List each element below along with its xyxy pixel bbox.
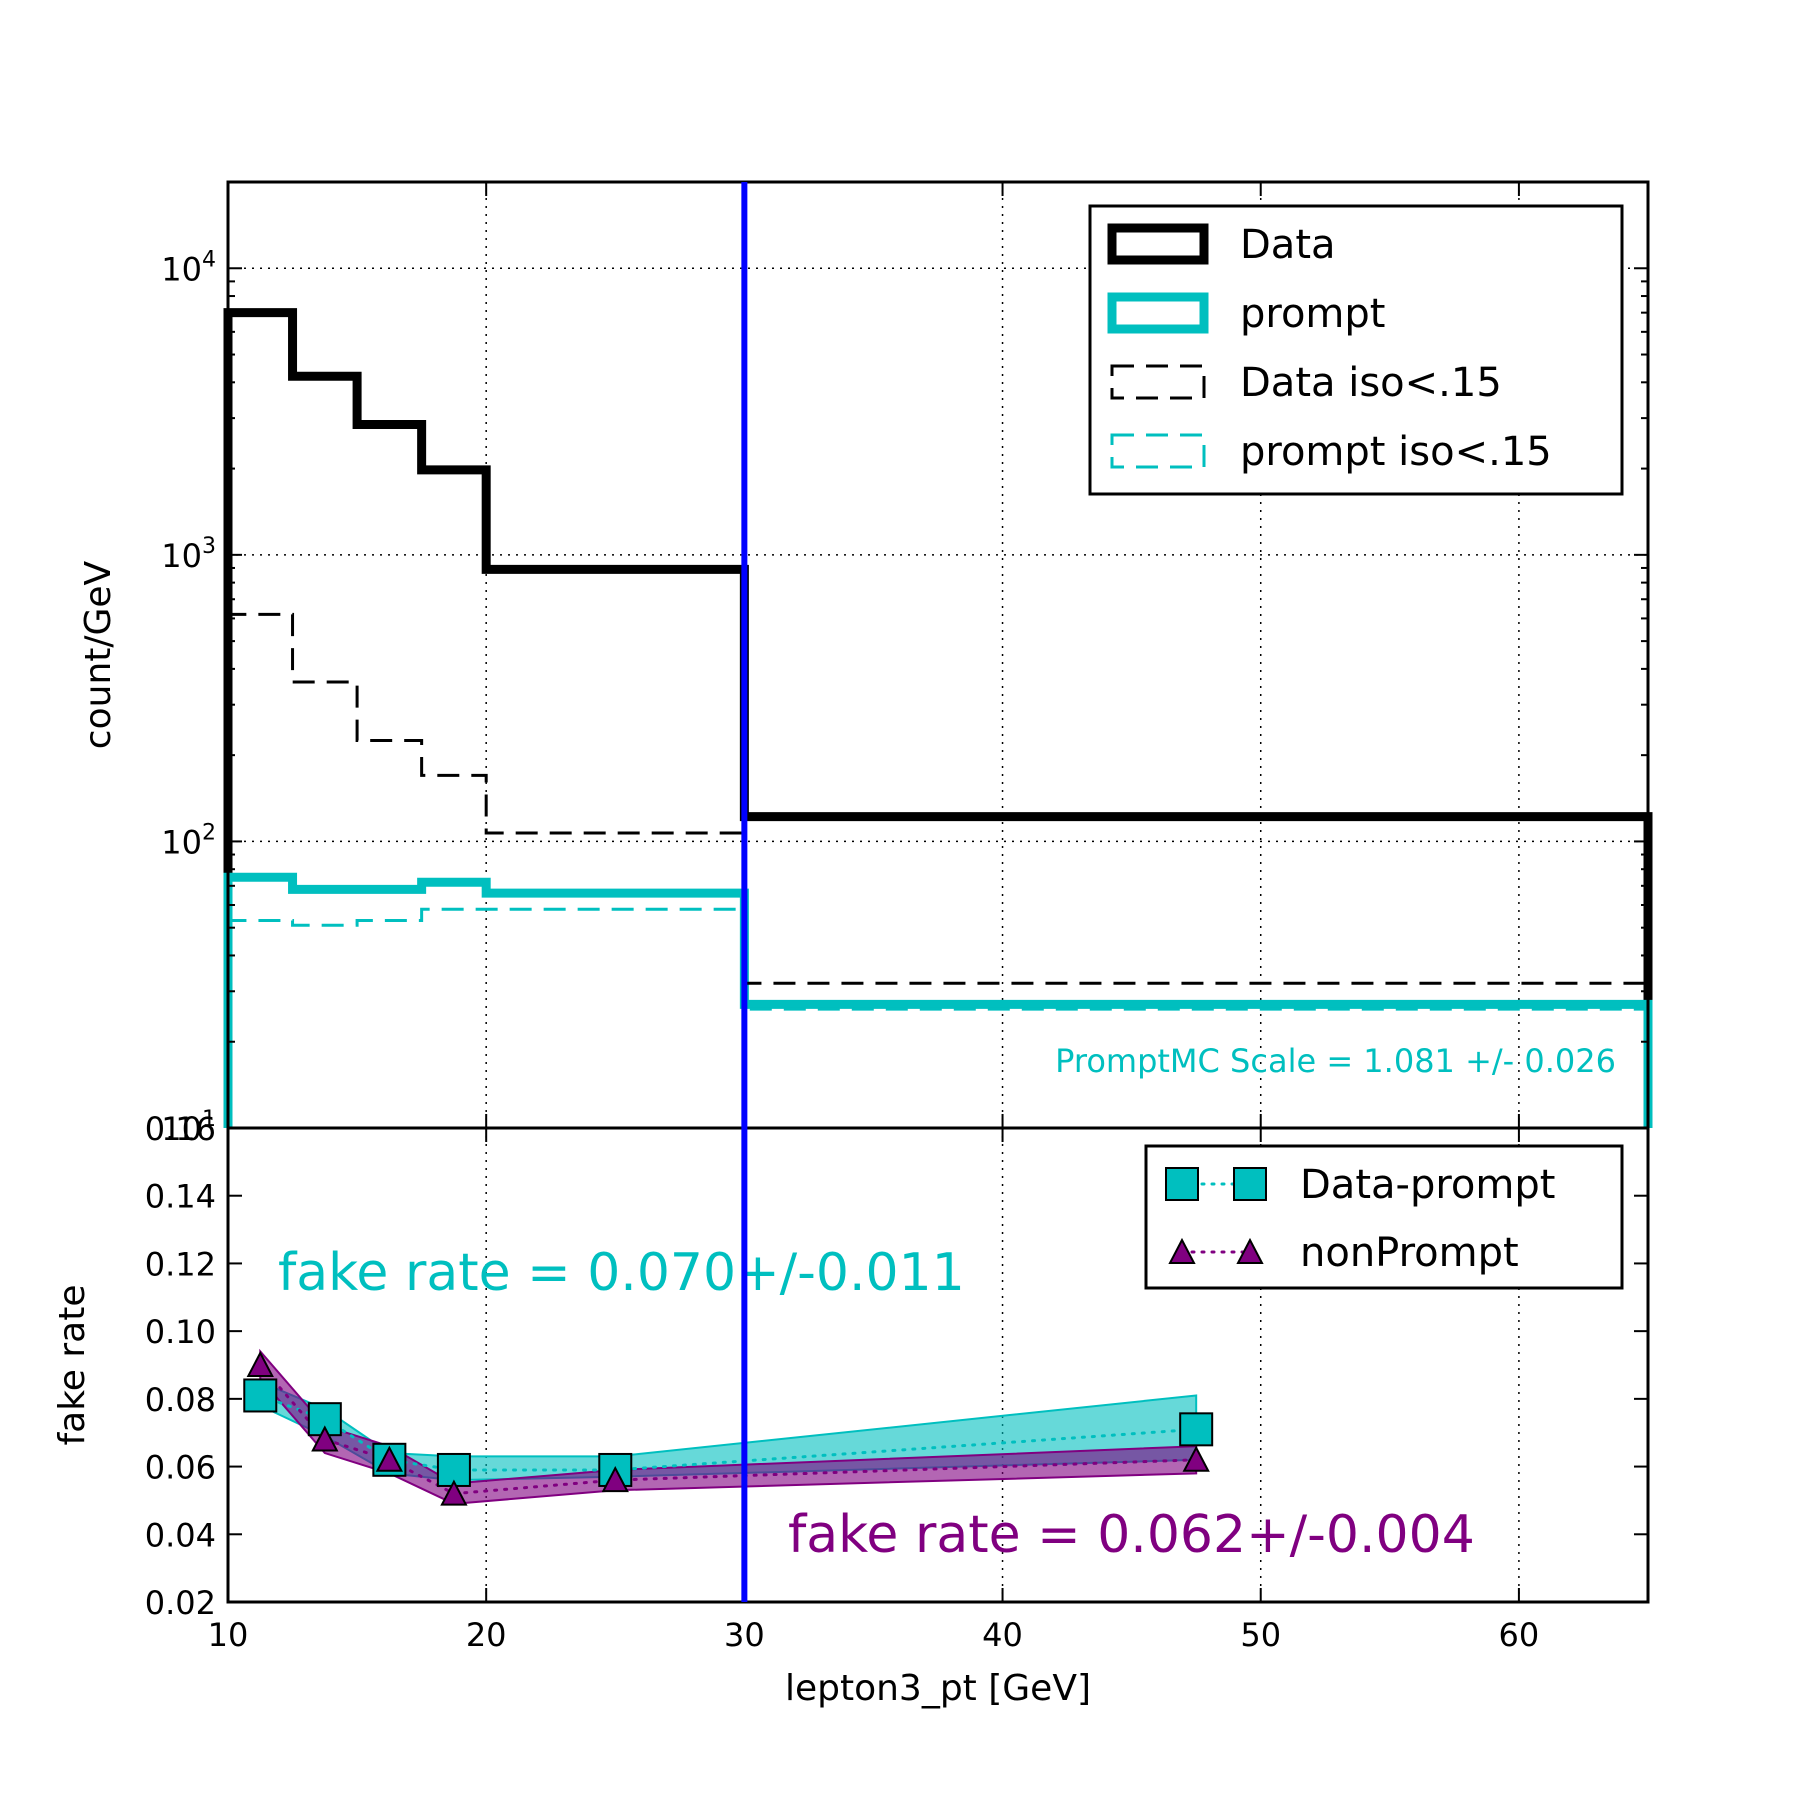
- x-tick-label: 40: [982, 1616, 1023, 1654]
- data-prompt-point: [243, 1378, 278, 1413]
- fake-rate-panel: 0.02 0.04 0.06 0.08 0.10 0.12 0.14 0.16 10 20 30 4…: [52, 1110, 1650, 1709]
- bottom-y-tick-label: 0.16: [145, 1110, 216, 1148]
- top-y-tick-label: 104: [161, 247, 216, 288]
- nonprompt-point: [1236, 1237, 1264, 1264]
- top-y-axis-label: count/GeV: [78, 560, 119, 749]
- x-tick-labels: 10 20 30 40 50 60: [208, 1616, 1540, 1654]
- bottom-tick-marks: [227, 1127, 1648, 1603]
- top-y-tick-label: 102: [161, 820, 216, 861]
- bottom-plot-frame: [226, 1126, 1650, 1604]
- nonprompt-point: [440, 1479, 468, 1506]
- legend-swatch-data: [1107, 223, 1209, 265]
- bottom-y-axis-label: fake rate: [52, 1284, 93, 1445]
- x-tick-label: 60: [1499, 1616, 1540, 1654]
- tick-base: 10: [161, 1110, 202, 1148]
- prompt-scale-annotation: PromptMC Scale = 1.081 +/- 0.026: [1055, 1042, 1616, 1080]
- data-prompt-point: [1179, 1412, 1214, 1447]
- nonprompt-fake-rate-annotation: fake rate = 0.062+/-0.004: [788, 1505, 1475, 1565]
- bottom-y-tick-label: 0.12: [145, 1245, 216, 1283]
- fake-rate-markers: [243, 1350, 1214, 1506]
- top-legend: Data prompt Data iso<.15 prompt iso<.15: [1088, 204, 1624, 496]
- bottom-legend-box: [1144, 1144, 1624, 1290]
- histogram-prompt-iso-15: [226, 907, 1650, 1128]
- x-tick-label: 30: [724, 1616, 765, 1654]
- data-prompt-fake-rate-annotation: fake rate = 0.070+/-0.011: [278, 1243, 965, 1303]
- legend-label: nonPrompt: [1300, 1230, 1519, 1276]
- x-axis-label: lepton3_pt [GeV]: [785, 1668, 1091, 1709]
- tick-base: 10: [161, 823, 202, 861]
- bottom-y-tick-label: 0.04: [145, 1516, 216, 1554]
- top-y-tick-label: 101: [161, 1107, 216, 1148]
- line-data-prompt: [258, 1393, 1198, 1472]
- top-y-tick-label: 103: [161, 534, 216, 575]
- legend-label: prompt iso<.15: [1240, 429, 1552, 475]
- bottom-y-tick-label: 0.14: [145, 1178, 216, 1216]
- bottom-legend: Data-prompt nonPrompt: [1144, 1144, 1624, 1290]
- legend-swatch-prompt: [1107, 292, 1209, 334]
- nonprompt-point: [311, 1425, 339, 1452]
- top-legend-box: [1088, 204, 1624, 496]
- bottom-y-tick-label: 0.08: [145, 1381, 216, 1419]
- legend-swatch-prompt-iso-15: [1110, 433, 1206, 469]
- tick-exponent: 1: [202, 1107, 216, 1132]
- nonprompt-point: [601, 1465, 629, 1493]
- nonprompt-point: [1182, 1445, 1210, 1472]
- legend-label: Data iso<.15: [1240, 360, 1502, 406]
- nonprompt-point: [1168, 1237, 1196, 1264]
- bottom-y-tick-label: 0.10: [145, 1313, 216, 1351]
- tick-exponent: 3: [202, 534, 216, 559]
- bottom-y-tick-labels: 0.02 0.04 0.06 0.08 0.10 0.12 0.14 0.16: [145, 1110, 216, 1622]
- bottom-y-tick-label: 0.06: [145, 1449, 216, 1487]
- legend-swatch-data-iso-15: [1110, 364, 1206, 400]
- data-prompt-point: [1233, 1167, 1267, 1201]
- tick-exponent: 2: [202, 820, 216, 845]
- nonprompt-point: [246, 1350, 274, 1377]
- legend-label: Data-prompt: [1300, 1162, 1555, 1208]
- legend-label: Data: [1240, 222, 1336, 268]
- bottom-y-tick-label: 0.02: [145, 1584, 216, 1622]
- tick-exponent: 4: [202, 247, 216, 272]
- nonprompt-point: [375, 1445, 404, 1472]
- x-tick-label: 10: [208, 1616, 249, 1654]
- x-tick-label: 20: [466, 1616, 507, 1654]
- data-prompt-point: [1165, 1167, 1199, 1201]
- tick-base: 10: [161, 250, 202, 288]
- legend-label: prompt: [1240, 291, 1385, 337]
- tick-base: 10: [161, 537, 202, 575]
- x-tick-label: 50: [1240, 1616, 1281, 1654]
